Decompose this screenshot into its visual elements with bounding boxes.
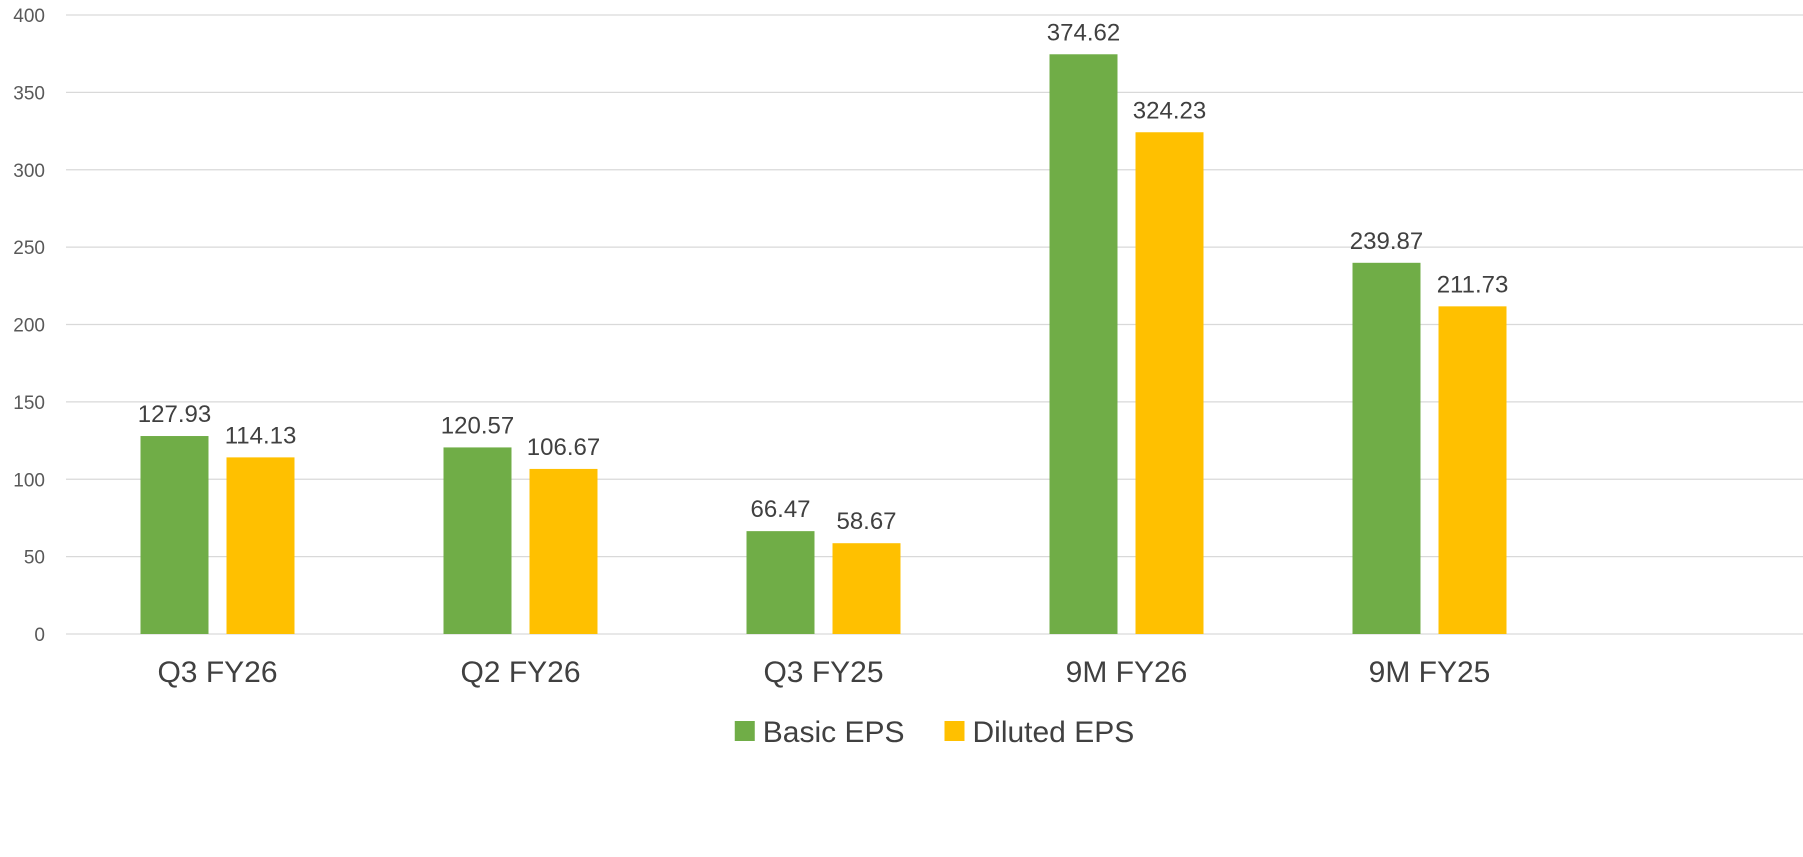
x-category-label: Q2 FY26	[460, 656, 580, 689]
legend-swatch-diluted-eps	[944, 721, 965, 741]
bar-basic-eps	[443, 447, 512, 634]
bar-diluted-eps	[529, 468, 598, 634]
data-label-diluted-eps: 211.73	[1437, 271, 1509, 298]
y-tick-label: 200	[13, 316, 45, 337]
data-label-basic-eps: 66.47	[750, 496, 810, 523]
legend-swatch-basic-eps	[734, 721, 755, 741]
y-tick-label: 150	[13, 393, 45, 414]
bar-basic-eps	[1352, 262, 1421, 634]
data-label-basic-eps: 120.57	[441, 412, 514, 439]
data-label-basic-eps: 127.93	[138, 401, 211, 428]
y-tick-label: 300	[13, 161, 45, 182]
y-axis-ticks: 0 50 100 150 200 250 300 350 400	[13, 6, 45, 646]
bar-diluted-eps	[226, 457, 295, 634]
y-tick-label: 400	[13, 6, 45, 27]
x-category-label: Q3 FY26	[157, 656, 277, 689]
bar-basic-eps	[1049, 54, 1118, 634]
y-tick-label: 0	[34, 625, 45, 646]
legend-label-diluted-eps: Diluted EPS	[972, 716, 1134, 749]
x-category-label: 9M FY26	[1066, 656, 1188, 689]
bar-diluted-eps	[1438, 306, 1507, 634]
data-label-diluted-eps: 324.23	[1133, 97, 1206, 124]
y-tick-label: 50	[24, 548, 45, 569]
y-tick-label: 350	[13, 83, 45, 104]
x-category-label: 9M FY25	[1369, 656, 1491, 689]
data-labels: 127.93 114.13 120.57 106.67 66.47 58.67 374.62…	[138, 19, 1509, 535]
bar-basic-eps	[746, 531, 815, 634]
data-label-diluted-eps: 114.13	[225, 422, 297, 449]
bar-basic-eps	[140, 436, 209, 634]
data-label-basic-eps: 374.62	[1047, 19, 1120, 46]
bars	[140, 54, 1507, 634]
legend: Basic EPS Diluted EPS	[734, 716, 1134, 749]
bar-diluted-eps	[832, 543, 901, 634]
data-label-diluted-eps: 106.67	[527, 434, 600, 461]
y-tick-label: 100	[13, 470, 45, 491]
bar-diluted-eps	[1135, 132, 1204, 634]
legend-label-basic-eps: Basic EPS	[763, 716, 905, 749]
gridlines	[66, 14, 1803, 635]
x-axis-categories: Q3 FY26 Q2 FY26 Q3 FY25 9M FY26 9M FY25	[157, 656, 1490, 689]
data-label-diluted-eps: 58.67	[836, 508, 896, 535]
data-label-basic-eps: 239.87	[1350, 228, 1423, 255]
y-tick-label: 250	[13, 238, 45, 259]
x-category-label: Q3 FY25	[763, 656, 883, 689]
